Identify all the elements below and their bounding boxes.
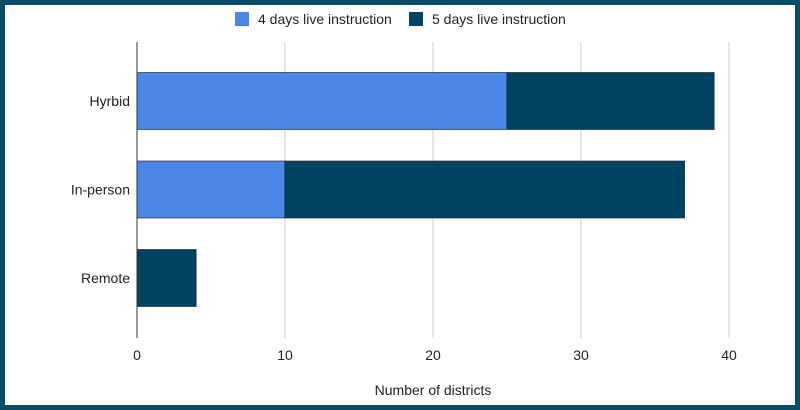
legend-swatch-4-days <box>235 12 249 26</box>
x-tick-labels: 0 10 20 30 40 <box>133 347 737 363</box>
legend: 4 days live instruction 5 days live inst… <box>235 11 566 27</box>
category-labels: Hyrbid In-person Remote <box>71 93 130 286</box>
x-axis-title: Number of districts <box>375 382 492 398</box>
bar-hyrbid-series-2 <box>506 72 715 130</box>
x-tick-label: 40 <box>721 347 737 363</box>
x-tick-label: 0 <box>133 347 141 363</box>
bar-in-person-series-2 <box>284 160 685 219</box>
category-label: Hyrbid <box>90 93 130 109</box>
x-tick-label: 30 <box>573 347 589 363</box>
legend-label-5-days: 5 days live instruction <box>432 11 566 27</box>
x-tick-label: 20 <box>425 347 441 363</box>
category-label: In-person <box>71 182 130 198</box>
bar-hyrbid-series-1 <box>136 72 508 130</box>
bar-in-person-series-1 <box>136 160 286 219</box>
legend-swatch-5-days <box>409 12 423 26</box>
x-tick-label: 10 <box>277 347 293 363</box>
bar-remote-series-2 <box>136 249 197 307</box>
category-label: Remote <box>81 270 130 286</box>
legend-label-4-days: 4 days live instruction <box>258 11 392 27</box>
bars <box>136 72 715 307</box>
